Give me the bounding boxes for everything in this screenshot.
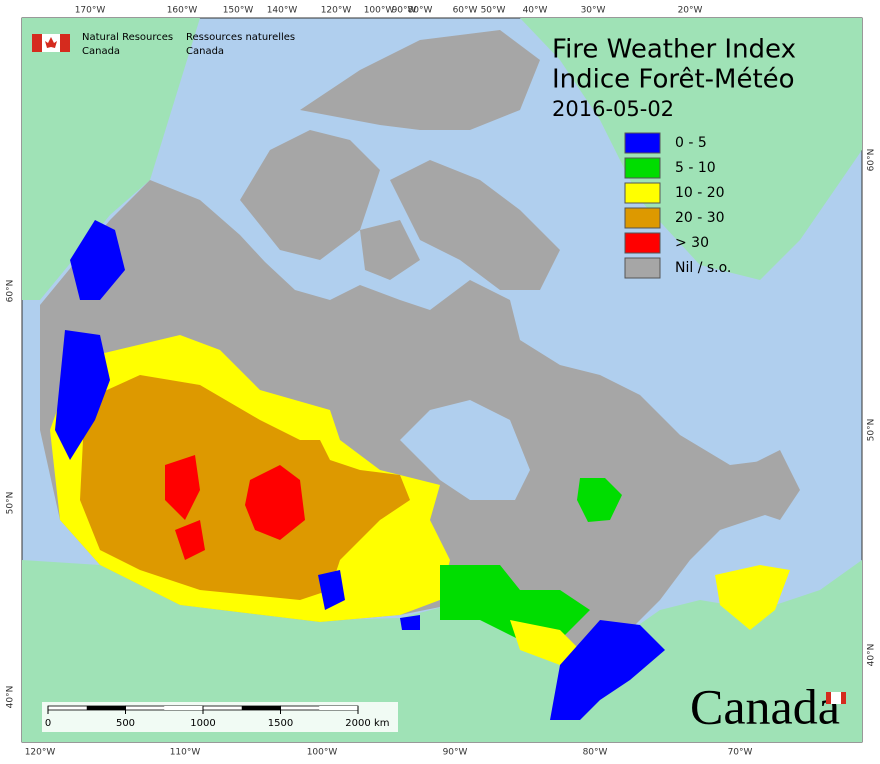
flag-bar — [60, 34, 70, 52]
hudson-bay — [400, 400, 530, 500]
fire-zone — [175, 520, 205, 560]
greenland — [520, 18, 862, 280]
scale-label: 500 — [116, 718, 135, 729]
wordmark-text: Canada — [690, 678, 840, 734]
legend-swatch — [624, 157, 661, 179]
maple-leaf — [45, 37, 57, 48]
legend-swatch — [624, 257, 661, 279]
legend-label: 5 - 10 — [675, 160, 716, 176]
scale-segment — [164, 706, 203, 710]
island — [360, 220, 420, 280]
fire-zone — [550, 620, 665, 720]
top-label: 100°W — [364, 6, 395, 16]
legend-label: 20 - 30 — [675, 210, 725, 226]
fire-zone — [400, 615, 420, 630]
usa — [22, 560, 862, 742]
island — [240, 130, 380, 260]
fire-zone — [440, 565, 590, 640]
fire-zone — [577, 478, 622, 522]
legend: 0 - 5 5 - 10 10 - 20 20 - 30 > 30 Nil / s.o. — [624, 132, 731, 279]
legend-swatch — [624, 182, 661, 204]
top-label: 140°W — [267, 6, 298, 16]
fire-zone — [245, 465, 305, 540]
top-label: 60°W — [453, 6, 478, 16]
graticule-labels: 170°W 160°W 150°W 140°W 120°W 100°W90°W80°W 60… — [6, 6, 877, 758]
neighbours — [22, 18, 862, 742]
scale-bar: 0 500 1000 1500 2000 km — [42, 702, 398, 732]
flag-bar — [841, 692, 846, 704]
legend-swatch — [624, 207, 661, 229]
fire-zone — [70, 220, 125, 300]
right-label: 60°N — [867, 149, 877, 172]
legend-label: 10 - 20 — [675, 185, 725, 201]
left-label: 60°N — [6, 280, 16, 303]
right-label: 50°N — [867, 419, 877, 442]
top-label: 40°W — [523, 6, 548, 16]
scale-unit: km — [374, 718, 390, 729]
flag-field — [831, 692, 841, 704]
legend-swatch — [624, 232, 661, 254]
bottom-label: 100°W — [307, 748, 338, 758]
bottom-label: 110°W — [170, 748, 201, 758]
fire-zone — [318, 570, 345, 610]
top-label: 90°W — [392, 6, 417, 16]
title: Indice Forêt-Météo — [552, 65, 795, 95]
wordmark: Canada — [690, 678, 846, 734]
newfoundland — [740, 450, 800, 520]
legend-label: > 30 — [675, 235, 709, 251]
right-label: 40°N — [867, 644, 877, 667]
scale-label: 2000 — [345, 718, 370, 729]
org-en: Natural Resources — [82, 32, 173, 43]
top-label: 150°W — [223, 6, 254, 16]
fire-zones — [50, 220, 790, 720]
top-label: 20°W — [678, 6, 703, 16]
scale-segment — [241, 706, 281, 710]
flag-bar — [826, 692, 831, 704]
legend-swatch — [624, 132, 661, 154]
scale-label: 1500 — [268, 718, 293, 729]
fire-zone — [165, 455, 200, 520]
scale-segment — [319, 706, 358, 710]
org-fr: Canada — [186, 46, 224, 57]
island — [390, 160, 560, 290]
bottom-label: 80°W — [583, 748, 608, 758]
top-label: 120°W — [321, 6, 352, 16]
fire-zone — [80, 375, 410, 600]
bottom-label: 120°W — [25, 748, 56, 758]
fire-zone — [715, 565, 790, 630]
top-label: 170°W — [75, 6, 106, 16]
org-en: Canada — [82, 46, 120, 57]
scale-segment — [86, 706, 126, 710]
bottom-label: 70°W — [728, 748, 753, 758]
left-label: 50°N — [6, 492, 16, 515]
legend-label: Nil / s.o. — [675, 260, 731, 276]
date: 2016-05-02 — [552, 97, 674, 121]
legend-label: 0 - 5 — [675, 135, 707, 151]
title: Fire Weather Index — [552, 35, 796, 65]
bottom-label: 90°W — [443, 748, 468, 758]
top-label: 160°W — [167, 6, 198, 16]
top-label: 30°W — [581, 6, 606, 16]
header: Natural Resources Canada Ressources natu… — [32, 32, 295, 57]
scale-label: 1000 — [190, 718, 215, 729]
island — [300, 30, 540, 130]
org-fr: Ressources naturelles — [186, 32, 295, 43]
flag-bar — [32, 34, 42, 52]
left-label: 40°N — [6, 686, 16, 709]
top-label: 80°W — [408, 6, 433, 16]
scale-label: 0 — [45, 718, 51, 729]
fire-zone — [55, 330, 110, 460]
alaska — [22, 18, 200, 300]
top-label: 50°W — [481, 6, 506, 16]
